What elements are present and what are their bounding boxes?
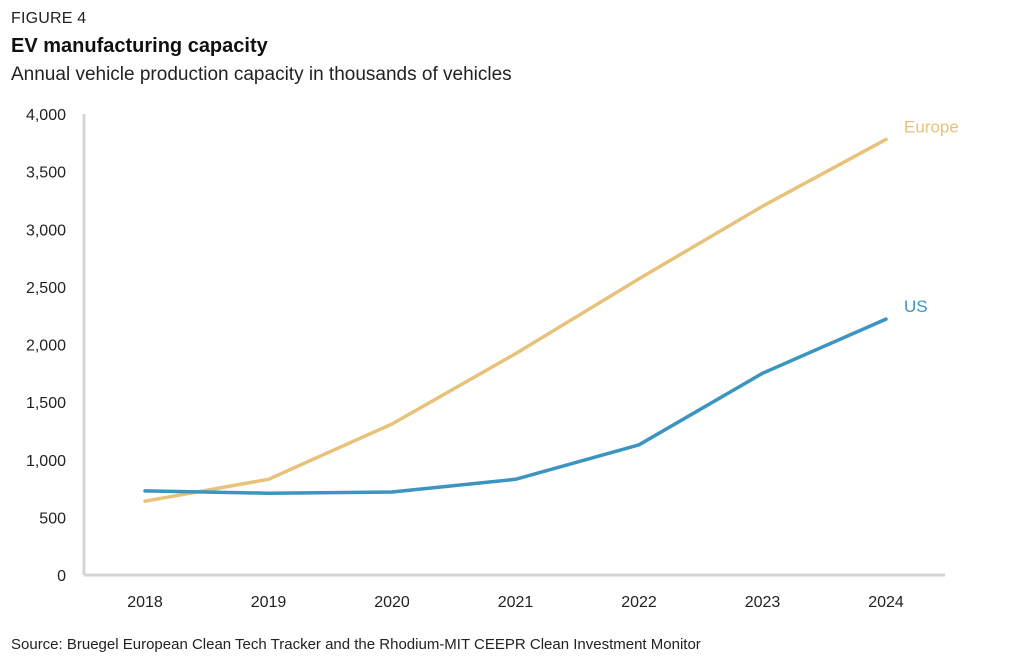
chart-title: EV manufacturing capacity [11, 35, 268, 57]
x-tick-label: 2022 [621, 594, 657, 611]
x-tick-label: 2018 [127, 594, 163, 611]
series-label-europe: Europe [904, 117, 959, 136]
series-line-us [143, 317, 888, 495]
y-tick-label: 0 [57, 568, 66, 585]
y-tick-label: 1,000 [26, 453, 66, 470]
y-tick-label: 3,000 [26, 222, 66, 239]
y-tick-label: 500 [39, 510, 66, 527]
x-tick-label: 2023 [745, 594, 781, 611]
x-tick-label: 2020 [374, 594, 410, 611]
source-note: Source: Bruegel European Clean Tech Trac… [11, 636, 701, 653]
series-line-europe [143, 137, 888, 503]
chart-subtitle: Annual vehicle production capacity in th… [11, 64, 512, 85]
y-tick-label: 2,000 [26, 338, 66, 355]
x-tick-label: 2021 [498, 594, 534, 611]
x-tick-label: 2024 [868, 594, 904, 611]
y-tick-label: 2,500 [26, 280, 66, 297]
y-tick-label: 3,500 [26, 165, 66, 182]
y-tick-label: 4,000 [26, 107, 66, 124]
figure-label: FIGURE 4 [11, 10, 87, 27]
y-tick-label: 1,500 [26, 395, 66, 412]
series-label-us: US [904, 297, 928, 316]
x-tick-label: 2019 [251, 594, 287, 611]
